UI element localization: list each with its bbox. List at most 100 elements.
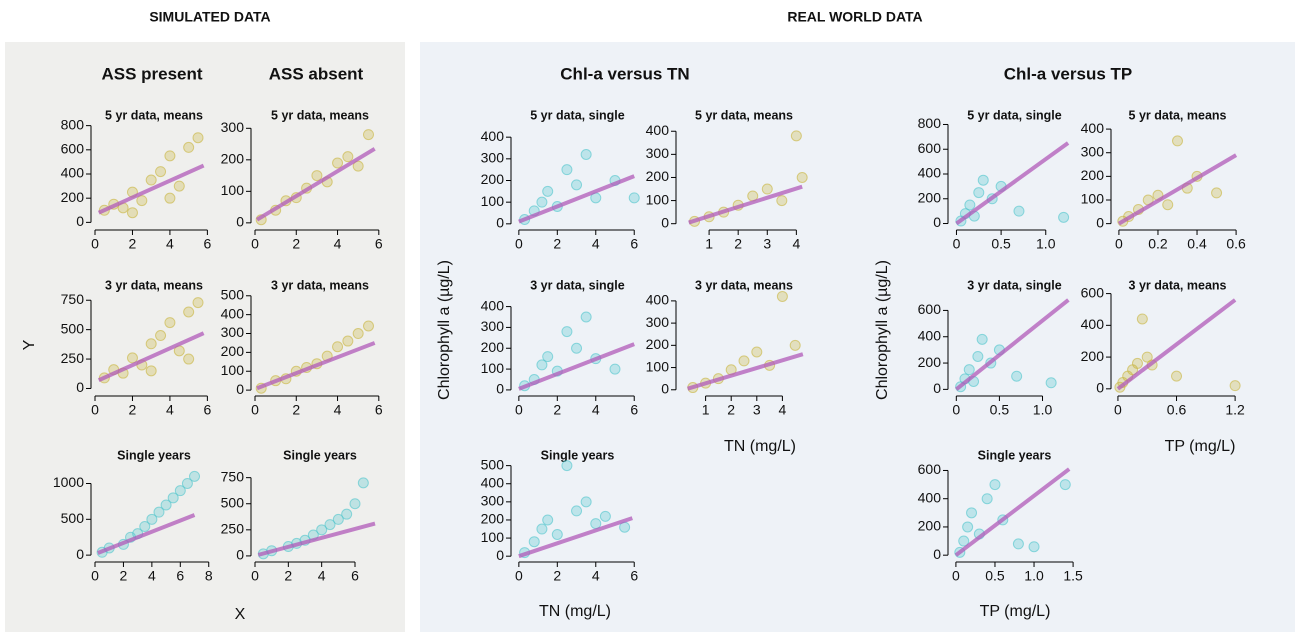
data-point: [362, 129, 374, 141]
y-tick-label: 100: [1081, 191, 1105, 207]
data-point: [599, 510, 611, 522]
x-tick-label: 4: [592, 568, 600, 584]
data-point: [976, 333, 988, 345]
y-tick-label: 0: [496, 381, 504, 397]
panel-title: Single years: [978, 448, 1052, 462]
panel-title: 3 yr data, means: [271, 278, 369, 292]
fit-line: [518, 516, 633, 559]
x-axis-label: TN (mg/L): [539, 603, 611, 620]
y-tick-label: 500: [61, 510, 85, 526]
x-tick-label: 2: [284, 568, 292, 584]
y-tick-label: 400: [918, 165, 942, 181]
data-point: [972, 350, 984, 362]
y-tick-label: 500: [221, 286, 245, 302]
data-point: [1013, 205, 1025, 217]
data-point: [1229, 380, 1241, 392]
fit-line: [257, 521, 376, 557]
y-tick-label: 0: [76, 379, 84, 395]
y-tick-label: 200: [481, 171, 505, 187]
data-point: [155, 330, 167, 342]
y-tick-label: 0: [1096, 214, 1104, 230]
data-point: [751, 346, 763, 358]
panel-title: Single years: [541, 448, 615, 462]
data-point: [1059, 479, 1071, 491]
data-point: [789, 339, 801, 351]
y-tick-label: 0: [661, 380, 669, 396]
fit-line: [688, 184, 803, 225]
data-point: [571, 179, 583, 191]
y-tick-label: 500: [481, 456, 505, 472]
y-tick-label: 400: [221, 305, 245, 321]
panel-title: Single years: [117, 448, 191, 462]
x-tick-label: 2: [553, 402, 561, 418]
data-point: [192, 297, 204, 309]
x-tick-label: 0: [515, 236, 523, 252]
y-tick-label: 600: [61, 141, 85, 157]
data-point: [173, 180, 185, 192]
y-tick-label: 400: [481, 128, 505, 144]
data-point: [332, 341, 344, 353]
y-tick-label: 200: [1081, 348, 1105, 364]
y-tick-label: 0: [76, 213, 84, 229]
data-point: [174, 485, 186, 497]
data-point: [590, 518, 602, 530]
data-point: [126, 352, 138, 364]
fit-line: [687, 352, 804, 391]
x-tick-label: 0: [1115, 236, 1123, 252]
data-point: [352, 160, 364, 172]
fit-line: [256, 147, 376, 222]
data-point: [126, 207, 138, 219]
y-tick-label: 600: [918, 140, 942, 156]
y-tick-label: 0: [76, 546, 84, 562]
y-tick-label: 200: [918, 354, 942, 370]
x-tick-label: 0: [91, 402, 99, 418]
column-title: Chl-a versus TP: [1004, 64, 1133, 83]
data-point: [181, 477, 193, 489]
data-point: [183, 353, 195, 365]
data-point: [342, 151, 354, 163]
x-tick-label: 4: [592, 236, 600, 252]
y-tick-label: 300: [221, 324, 245, 340]
data-point: [1141, 351, 1153, 363]
y-tick-label: 300: [1081, 143, 1105, 159]
data-point: [580, 149, 592, 160]
y-tick-label: 500: [61, 320, 85, 336]
data-point: [316, 524, 328, 536]
fit-line: [518, 174, 635, 224]
fit-line: [518, 342, 635, 391]
data-point: [571, 505, 583, 517]
data-point: [1131, 357, 1143, 369]
data-point: [1211, 187, 1223, 199]
x-tick-label: 6: [630, 236, 638, 252]
data-point: [164, 192, 176, 204]
x-tick-label: 8: [205, 568, 213, 584]
data-point: [164, 317, 176, 329]
x-tick-label: 3: [753, 402, 761, 418]
x-axis-label: TN (mg/L): [724, 438, 796, 455]
y-axis-label: Chlorophyll a (µg/L): [436, 260, 453, 400]
x-tick-label: 0.2: [1148, 236, 1168, 252]
data-point: [192, 132, 204, 144]
data-point: [1058, 211, 1070, 223]
x-tick-label: 6: [176, 568, 184, 584]
panel-title: 5 yr data, single: [967, 108, 1062, 122]
x-tick-label: 0: [515, 402, 523, 418]
x-tick-label: 2: [129, 402, 137, 418]
y-tick-label: 400: [481, 474, 505, 490]
x-tick-label: 0: [91, 236, 99, 252]
data-point: [776, 290, 788, 302]
y-tick-label: 750: [221, 468, 245, 484]
x-tick-label: 1.2: [1225, 402, 1245, 418]
y-tick-label: 400: [646, 122, 670, 138]
data-point: [1028, 541, 1040, 553]
data-point: [776, 195, 788, 207]
x-tick-label: 2: [120, 568, 128, 584]
x-axis-label: TP (mg/L): [980, 603, 1051, 620]
data-point: [136, 195, 148, 207]
panel-title: 3 yr data, means: [695, 278, 793, 292]
y-tick-label: 200: [646, 168, 670, 184]
data-point: [164, 150, 176, 162]
y-tick-label: 200: [1081, 167, 1105, 183]
fit-line: [955, 298, 1070, 391]
